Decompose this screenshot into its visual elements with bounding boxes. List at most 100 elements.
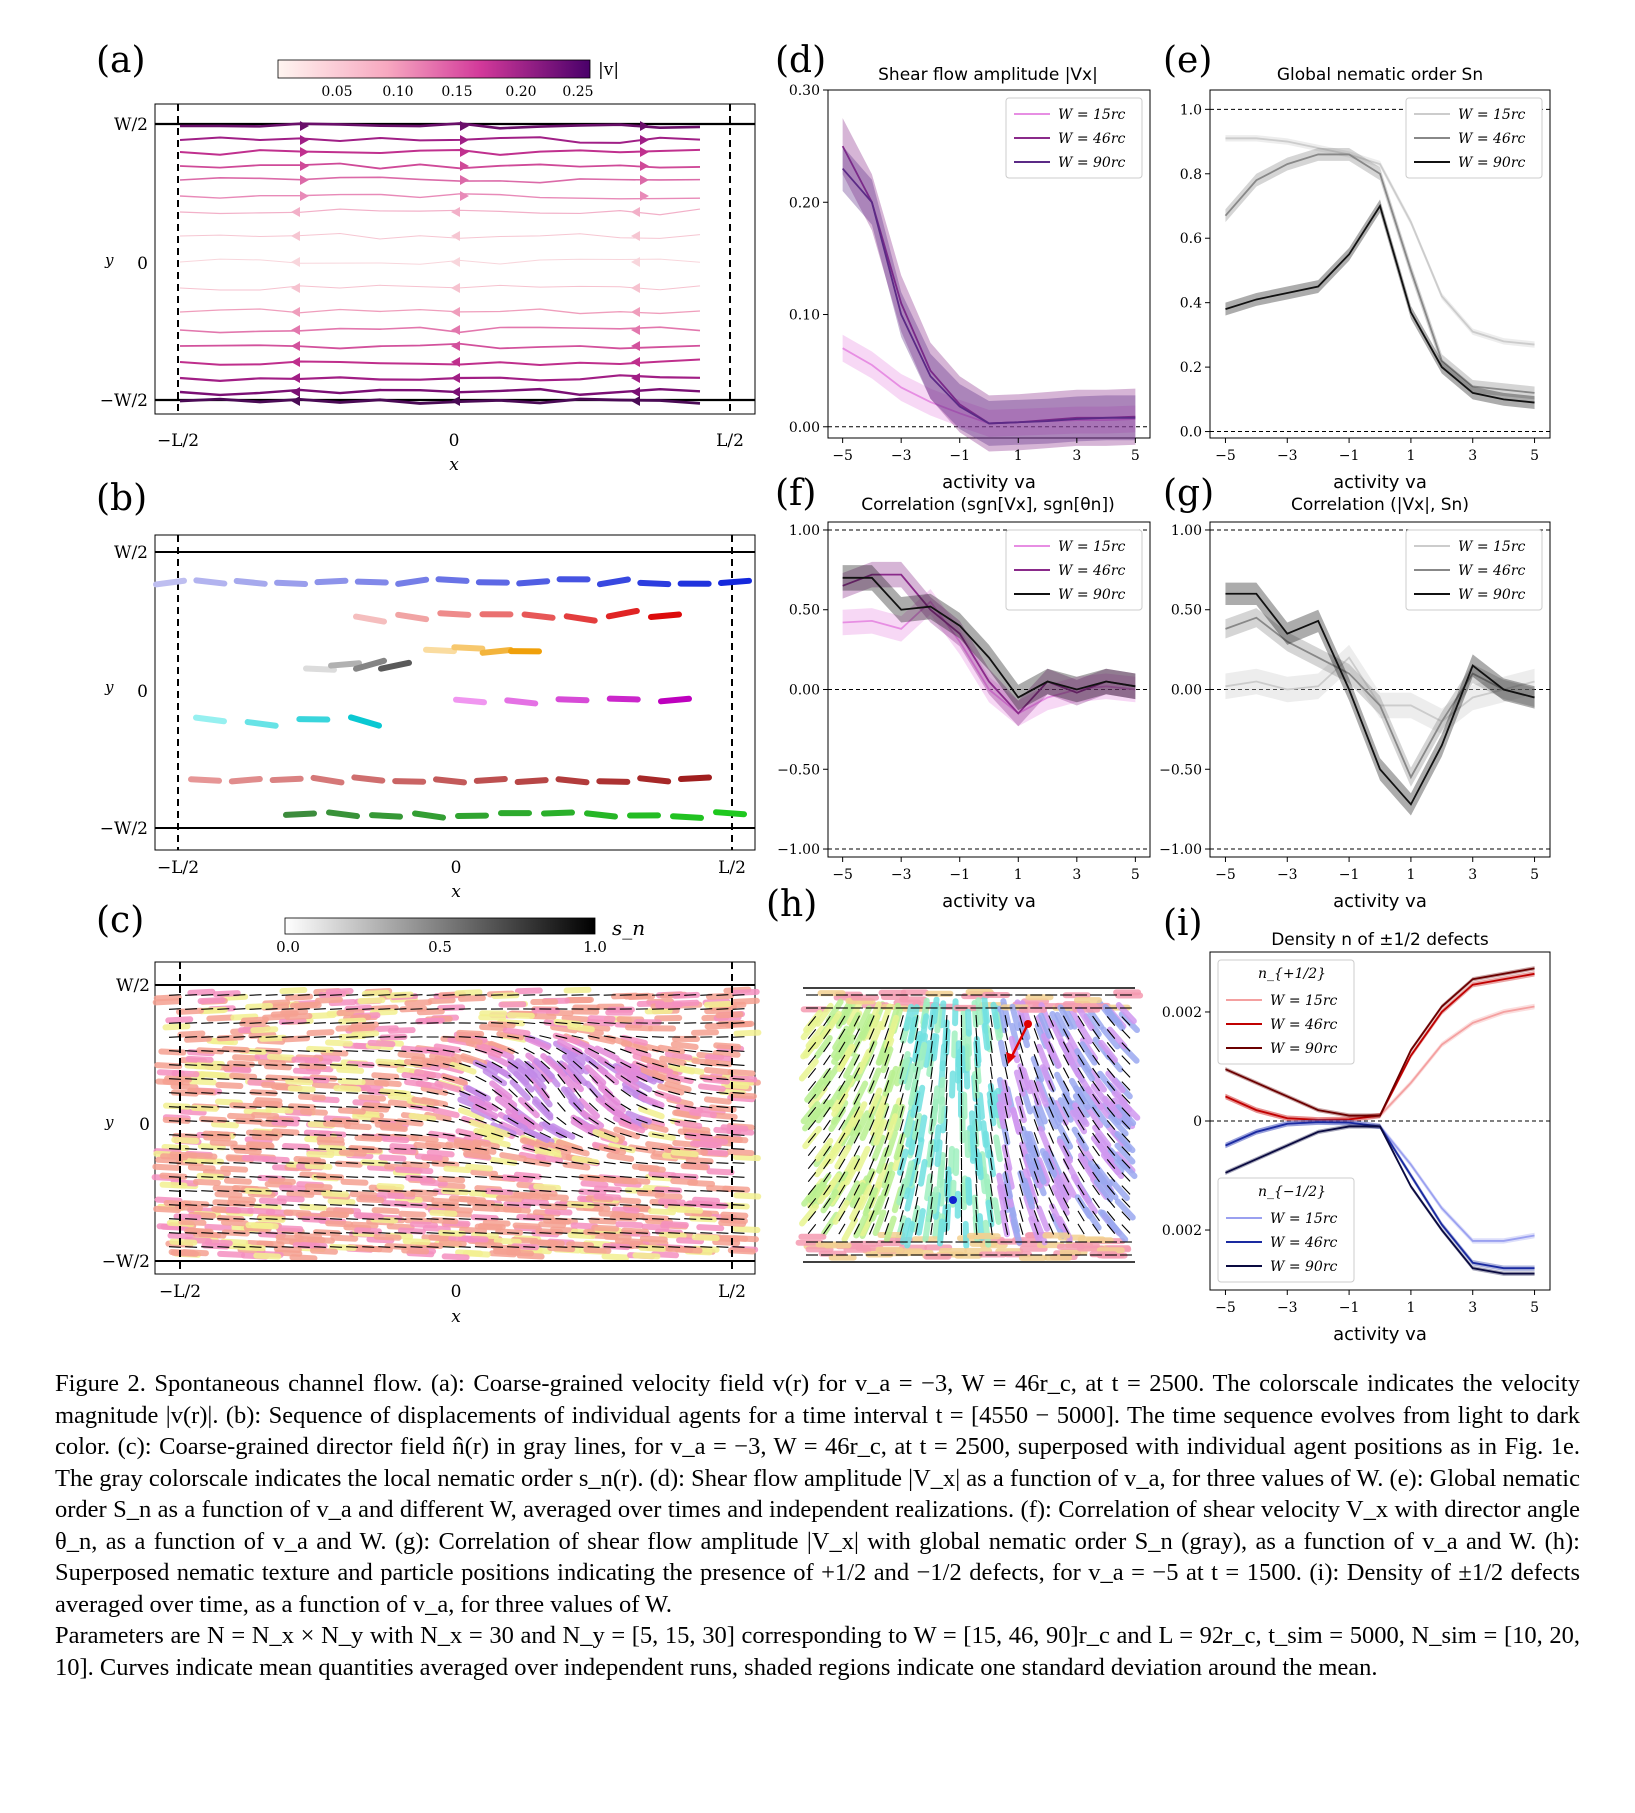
agent (338, 1149, 367, 1157)
director-line (201, 1050, 214, 1052)
streamline-arrow (291, 387, 300, 397)
director-line (899, 1093, 904, 1105)
director-line (652, 1118, 664, 1124)
director-line (807, 1054, 817, 1066)
agent (598, 1210, 627, 1218)
agent (197, 1143, 226, 1151)
agent (982, 1130, 992, 1159)
director-line (346, 1050, 359, 1052)
director-line (442, 1161, 455, 1165)
x-tick-label: −3 (891, 448, 912, 464)
agent (229, 1102, 258, 1110)
legend-label: W = 46rc (1270, 1017, 1338, 1033)
director-line (281, 1064, 294, 1066)
director-line (807, 1158, 817, 1170)
agent (1043, 1103, 1059, 1130)
agent (318, 1144, 347, 1152)
agent (220, 993, 249, 1001)
director-line (1004, 1080, 1009, 1092)
director-line (249, 1204, 262, 1206)
director-line (458, 1190, 471, 1192)
director-line (168, 1176, 182, 1178)
director-line (524, 1060, 535, 1070)
director-line (185, 1120, 198, 1122)
agent (664, 1050, 693, 1061)
director-line (394, 1148, 407, 1150)
director-line (297, 1246, 310, 1248)
agent (275, 1225, 304, 1233)
director-line (1106, 1185, 1116, 1195)
trajectory-segment (596, 778, 631, 785)
director-line (410, 1049, 423, 1053)
agent (1028, 1215, 1042, 1243)
director-line (884, 1041, 890, 1053)
agent (721, 1202, 750, 1210)
director-line (555, 1190, 568, 1192)
director-line (1062, 1223, 1070, 1235)
streamline (179, 342, 701, 350)
streamline-arrow (640, 191, 649, 201)
agent (1058, 1039, 1075, 1066)
agent (513, 1171, 542, 1180)
director-line (990, 1079, 993, 1093)
legend-label: W = 46rc (1058, 563, 1126, 579)
agent (840, 1114, 858, 1140)
agent (685, 1156, 714, 1165)
director-line (571, 1131, 584, 1139)
director-line (823, 1041, 831, 1053)
director-line (1019, 1171, 1024, 1183)
director-line (410, 1105, 423, 1109)
director-line (378, 1050, 391, 1052)
agent (638, 1244, 667, 1252)
director-line (394, 1105, 407, 1109)
director-line (807, 1106, 817, 1118)
x-tick-label: 5 (1530, 1300, 1539, 1316)
director-line (1106, 1094, 1116, 1104)
director-line (716, 1246, 729, 1248)
director-line (458, 1232, 471, 1234)
director-line (700, 1232, 713, 1234)
x-axis-label: activity va (1333, 472, 1427, 493)
director-line (346, 1036, 359, 1038)
legend-label: W = 90rc (1058, 155, 1126, 171)
y-tick-label: 1.00 (789, 523, 820, 539)
agent (413, 1141, 442, 1150)
director-line (458, 1218, 471, 1220)
streamline-arrow (291, 341, 300, 351)
director-line (1048, 1184, 1055, 1196)
director-line (281, 1162, 294, 1164)
director-line (313, 1148, 326, 1150)
agent (1024, 1153, 1038, 1181)
agent (1055, 1174, 1072, 1200)
y-tick-label: 0.00 (789, 683, 820, 699)
director-line (732, 1204, 745, 1206)
agent (594, 1185, 622, 1193)
trajectory-segment (555, 696, 590, 704)
director-line (362, 1162, 375, 1164)
director-line (899, 1145, 904, 1157)
director-line (523, 1190, 536, 1192)
director-line (1121, 1016, 1131, 1026)
director-line (635, 1204, 648, 1206)
director-line (555, 1035, 568, 1039)
agent (456, 1029, 485, 1037)
director-line (838, 1093, 846, 1105)
director-line (297, 1022, 310, 1024)
panel-b-letter: (b) (96, 478, 147, 519)
director-line (807, 1028, 817, 1040)
director-line (732, 1134, 745, 1136)
legend-label: W = 46rc (1458, 131, 1526, 147)
director-line (914, 1015, 919, 1027)
trajectory-segment (274, 579, 309, 588)
director-line (217, 1036, 230, 1038)
director-line (930, 1157, 933, 1171)
agent (985, 1199, 995, 1228)
director-line (491, 1061, 503, 1069)
director-line (1106, 1211, 1116, 1221)
agent (550, 1024, 578, 1034)
agent (178, 1108, 207, 1116)
director-line (945, 1027, 948, 1041)
director-line (539, 1218, 552, 1220)
director-line (555, 1047, 567, 1055)
director-line (930, 1196, 933, 1210)
